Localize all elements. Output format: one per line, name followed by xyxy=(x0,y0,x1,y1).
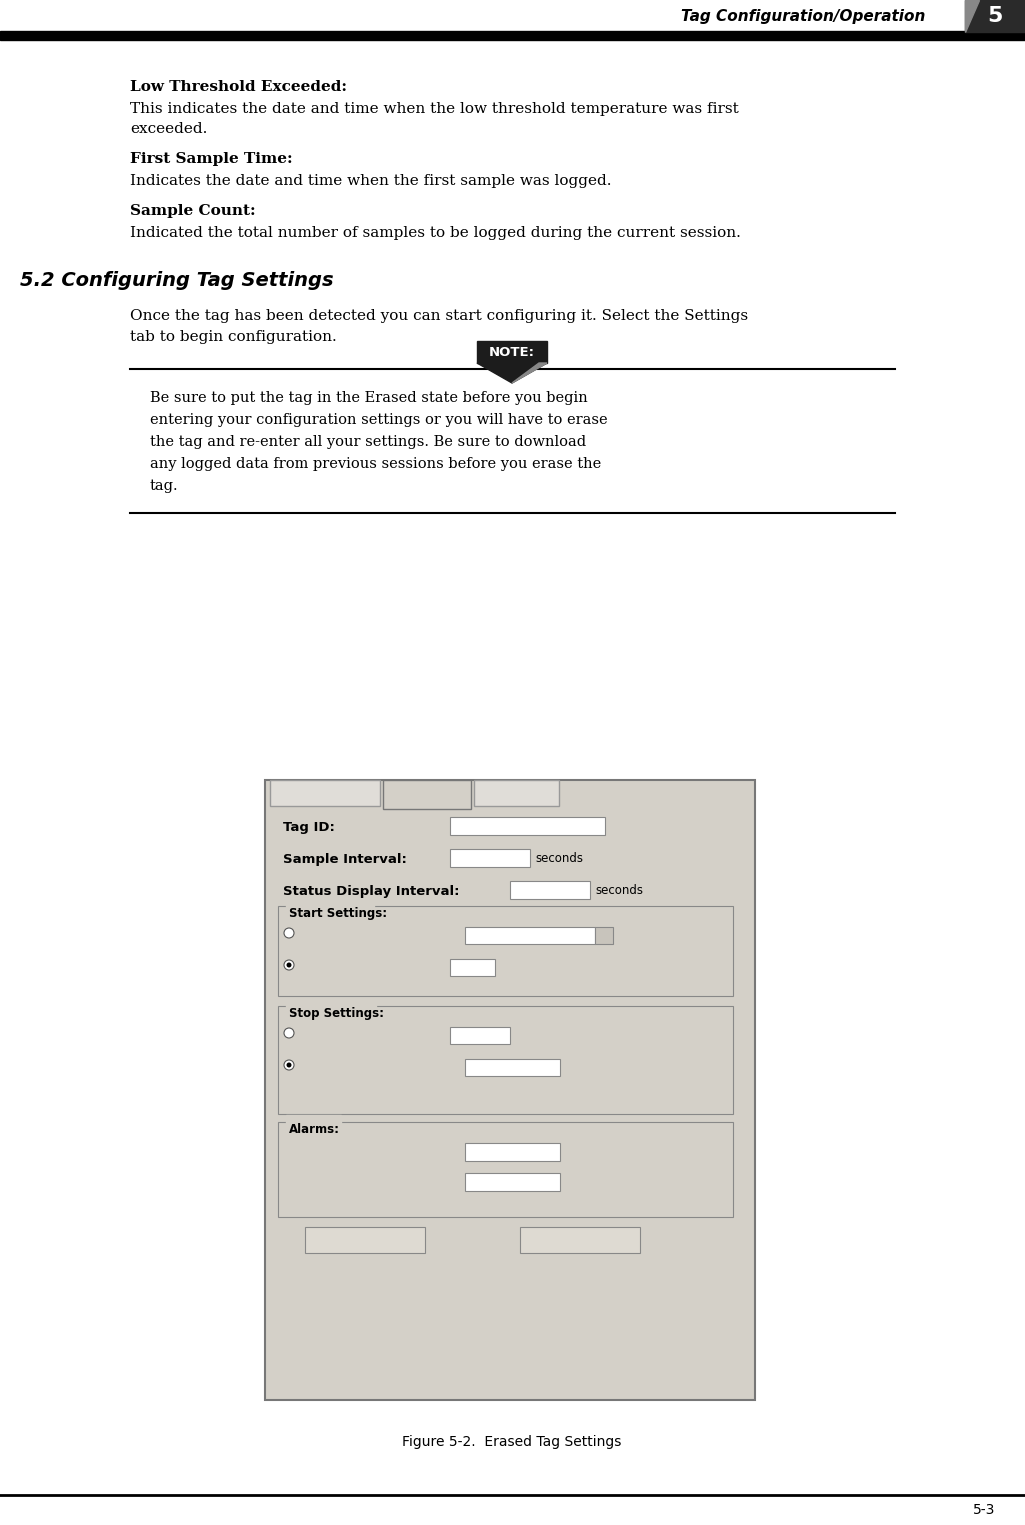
Text: 1000: 1000 xyxy=(469,1060,501,1074)
Text: Alarms:: Alarms: xyxy=(289,1122,340,1136)
Text: 5: 5 xyxy=(454,961,462,973)
Text: entering your configuration settings or you will have to erase: entering your configuration settings or … xyxy=(150,413,608,427)
Text: Stop Settings:: Stop Settings: xyxy=(289,1006,384,1020)
Circle shape xyxy=(287,1063,291,1068)
Polygon shape xyxy=(512,363,547,383)
Text: Indicates the date and time when the first sample was logged.: Indicates the date and time when the fir… xyxy=(130,174,612,188)
Text: 0: 0 xyxy=(514,883,522,897)
Text: 60: 60 xyxy=(454,851,469,865)
Text: 60000: 60000 xyxy=(454,1029,489,1040)
Bar xyxy=(450,1026,510,1045)
Text: seconds after button press: seconds after button press xyxy=(515,1028,673,1042)
Text: Reader: Reader xyxy=(495,787,537,799)
Text: Low Threshold Exceeded:: Low Threshold Exceeded: xyxy=(130,79,347,95)
Text: 07/29/2009 15:01:04: 07/29/2009 15:01:04 xyxy=(469,930,586,939)
Text: the tag and re-enter all your settings. Be sure to download: the tag and re-enter all your settings. … xyxy=(150,435,586,448)
Text: Sample Interval:: Sample Interval: xyxy=(283,852,407,866)
Text: 5.2 Configuring Tag Settings: 5.2 Configuring Tag Settings xyxy=(20,271,333,290)
Bar xyxy=(270,779,380,807)
Text: Start Settings:: Start Settings: xyxy=(289,907,387,920)
Bar xyxy=(510,881,590,900)
Text: samples: samples xyxy=(565,1060,614,1074)
Bar xyxy=(286,999,376,1013)
Text: Tag Configuration/Operation: Tag Configuration/Operation xyxy=(681,9,925,23)
Bar xyxy=(465,1144,560,1161)
Bar xyxy=(520,1228,640,1254)
Text: Start Logging At: Start Logging At xyxy=(301,929,397,941)
Text: Cancel: Cancel xyxy=(559,1234,602,1246)
Bar xyxy=(305,1228,425,1254)
Text: 0: 0 xyxy=(469,1145,477,1159)
Text: Low Threshold:: Low Threshold: xyxy=(291,1176,399,1188)
Text: 7/30/2009 7:45:46 AM: 7/30/2009 7:45:46 AM xyxy=(465,1092,596,1106)
Text: Be sure to put the tag in the Erased state before you begin: Be sure to put the tag in the Erased sta… xyxy=(150,390,587,406)
Bar xyxy=(594,927,613,944)
Polygon shape xyxy=(477,363,547,383)
Bar xyxy=(0,30,1025,37)
Text: Sample Count:: Sample Count: xyxy=(130,204,255,218)
Text: Indicated the total number of samples to be logged during the current session.: Indicated the total number of samples to… xyxy=(130,226,741,239)
Text: seconds: seconds xyxy=(535,852,583,866)
Bar xyxy=(465,1058,560,1077)
Text: centigrade: centigrade xyxy=(565,1145,628,1159)
Bar xyxy=(0,37,1025,40)
Text: Logging will stop at:: Logging will stop at: xyxy=(301,1092,420,1106)
Polygon shape xyxy=(965,0,979,32)
Text: Settings: Settings xyxy=(400,787,455,801)
Text: ▼: ▼ xyxy=(601,930,608,939)
Text: 5: 5 xyxy=(987,6,1002,26)
Text: Start Logging: Start Logging xyxy=(301,961,380,973)
Text: Once the tag has been detected you can start configuring it. Select the Settings: Once the tag has been detected you can s… xyxy=(130,310,748,323)
Circle shape xyxy=(284,1060,294,1071)
Text: Stop Logging: Stop Logging xyxy=(301,1028,378,1042)
Circle shape xyxy=(284,929,294,938)
Bar xyxy=(278,1006,733,1113)
Text: centigrade: centigrade xyxy=(565,1176,628,1188)
Text: seconds: seconds xyxy=(594,884,643,898)
Bar xyxy=(286,1115,341,1128)
Bar xyxy=(450,959,495,976)
Text: Information: Information xyxy=(291,787,359,799)
Text: Stop Logging After: Stop Logging After xyxy=(301,1060,410,1074)
Bar xyxy=(265,779,755,1400)
Bar xyxy=(0,0,1025,32)
Circle shape xyxy=(287,962,291,967)
Text: Tag ID:: Tag ID: xyxy=(283,820,335,834)
Text: Status Display Interval:: Status Display Interval: xyxy=(283,884,459,898)
Text: NOTE:: NOTE: xyxy=(489,346,535,358)
Text: any logged data from previous sessions before you erase the: any logged data from previous sessions b… xyxy=(150,458,602,471)
Text: tab to begin configuration.: tab to begin configuration. xyxy=(130,329,337,345)
Text: First Sample Time:: First Sample Time: xyxy=(130,152,292,166)
Text: OM-81 mini NOMAD: OM-81 mini NOMAD xyxy=(454,819,578,833)
Circle shape xyxy=(284,961,294,970)
Text: High Threshold:: High Threshold: xyxy=(291,1145,403,1159)
Bar xyxy=(278,906,733,996)
Bar xyxy=(465,1173,560,1191)
Text: Figure 5-2.  Erased Tag Settings: Figure 5-2. Erased Tag Settings xyxy=(402,1435,622,1449)
Bar xyxy=(965,0,1025,32)
Text: exceeded.: exceeded. xyxy=(130,122,207,136)
Bar xyxy=(286,900,374,912)
Bar xyxy=(477,342,547,363)
Text: Update: Update xyxy=(342,1234,387,1246)
Bar xyxy=(465,927,594,944)
Bar xyxy=(450,817,605,836)
Text: This indicates the date and time when the low threshold temperature was first: This indicates the date and time when th… xyxy=(130,102,739,116)
Bar xyxy=(383,779,472,808)
Bar xyxy=(278,1122,733,1217)
Text: 0: 0 xyxy=(469,1176,477,1188)
Bar xyxy=(474,779,559,807)
Circle shape xyxy=(284,1028,294,1039)
Text: tag.: tag. xyxy=(150,479,178,493)
Text: seconds after button press: seconds after button press xyxy=(500,961,658,973)
Text: 5-3: 5-3 xyxy=(973,1504,995,1517)
Bar xyxy=(450,849,530,868)
